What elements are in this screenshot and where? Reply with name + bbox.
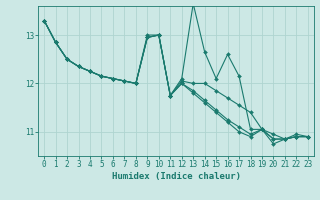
X-axis label: Humidex (Indice chaleur): Humidex (Indice chaleur) [111, 172, 241, 181]
